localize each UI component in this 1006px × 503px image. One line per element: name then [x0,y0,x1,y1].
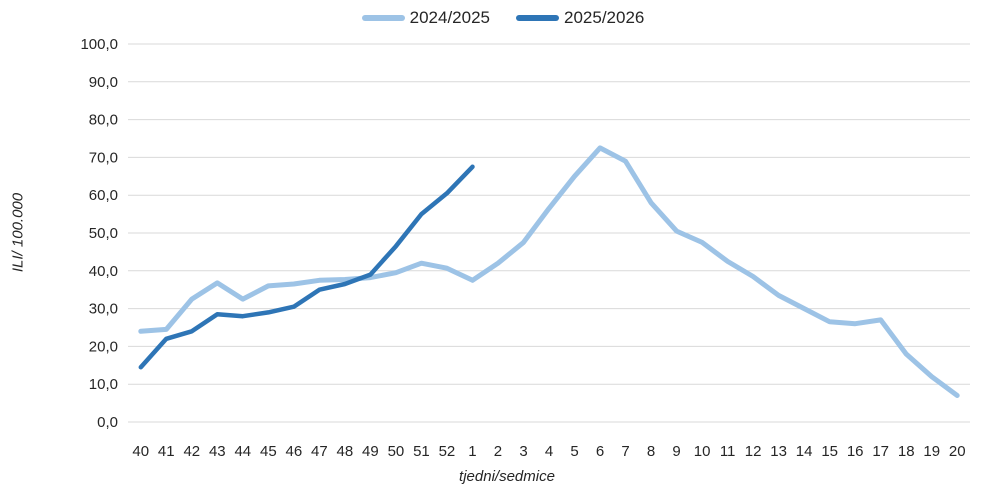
x-axis-title: tjedni/sedmice [459,468,555,485]
x-tick-label: 19 [923,443,940,460]
x-tick-label: 50 [388,443,405,460]
y-tick-label: 50,0 [89,225,118,242]
x-tick-label: 8 [647,443,655,460]
x-tick-label: 40 [132,443,149,460]
y-tick-label: 60,0 [89,187,118,204]
x-tick-label: 46 [286,443,303,460]
x-tick-label: 9 [672,443,680,460]
x-tick-label: 43 [209,443,226,460]
x-tick-label: 14 [796,443,813,460]
y-tick-label: 10,0 [89,376,118,393]
y-tick-label: 20,0 [89,338,118,355]
legend-swatch-2025-2026 [516,15,559,21]
y-tick-label: 70,0 [89,149,118,166]
legend-label-2025-2026: 2025/2026 [564,8,645,27]
x-tick-label: 10 [694,443,711,460]
x-tick-label: 4 [545,443,553,460]
y-tick-label: 30,0 [89,301,118,318]
x-tick-label: 44 [234,443,251,460]
x-tick-label: 15 [821,443,838,460]
y-axis-title: ILI/ 100.000 [9,192,27,273]
x-tick-label: 20 [949,443,966,460]
series-line-2025-2026 [138,164,475,370]
x-tick-label: 2 [494,443,502,460]
y-tick-label: 40,0 [89,263,118,280]
x-tick-label: 3 [519,443,527,460]
x-tick-label: 47 [311,443,328,460]
y-tick-label: 100,0 [80,36,118,53]
legend-item-season-2024-2025: 2024/2025 [361,8,490,28]
chart-legend: 2024/2025 2025/2026 [0,8,1006,28]
x-tick-label: 42 [183,443,200,460]
x-tick-label: 7 [621,443,629,460]
x-tick-label: 51 [413,443,430,460]
x-tick-label: 52 [439,443,456,460]
x-tick-label: 48 [337,443,354,460]
x-tick-label: 41 [158,443,175,460]
legend-label-2024-2025: 2024/2025 [409,8,490,27]
y-tick-label: 90,0 [89,74,118,91]
legend-item-season-2025-2026: 2025/2026 [516,8,644,28]
y-tick-label: 0,0 [97,414,118,431]
legend-swatch-2024-2025 [361,15,405,21]
x-tick-label: 11 [720,443,736,460]
series-line-2024-2025 [138,145,960,398]
x-tick-label: 45 [260,443,277,460]
x-tick-label: 16 [847,443,864,460]
x-tick-label: 49 [362,443,379,460]
y-tick-label: 80,0 [89,112,118,129]
x-tick-label: 1 [468,443,476,460]
x-tick-label: 5 [570,443,578,460]
x-tick-label: 6 [596,443,604,460]
x-tick-label: 12 [745,443,762,460]
x-tick-label: 18 [898,443,915,460]
x-tick-label: 13 [770,443,787,460]
x-tick-label: 17 [872,443,889,460]
